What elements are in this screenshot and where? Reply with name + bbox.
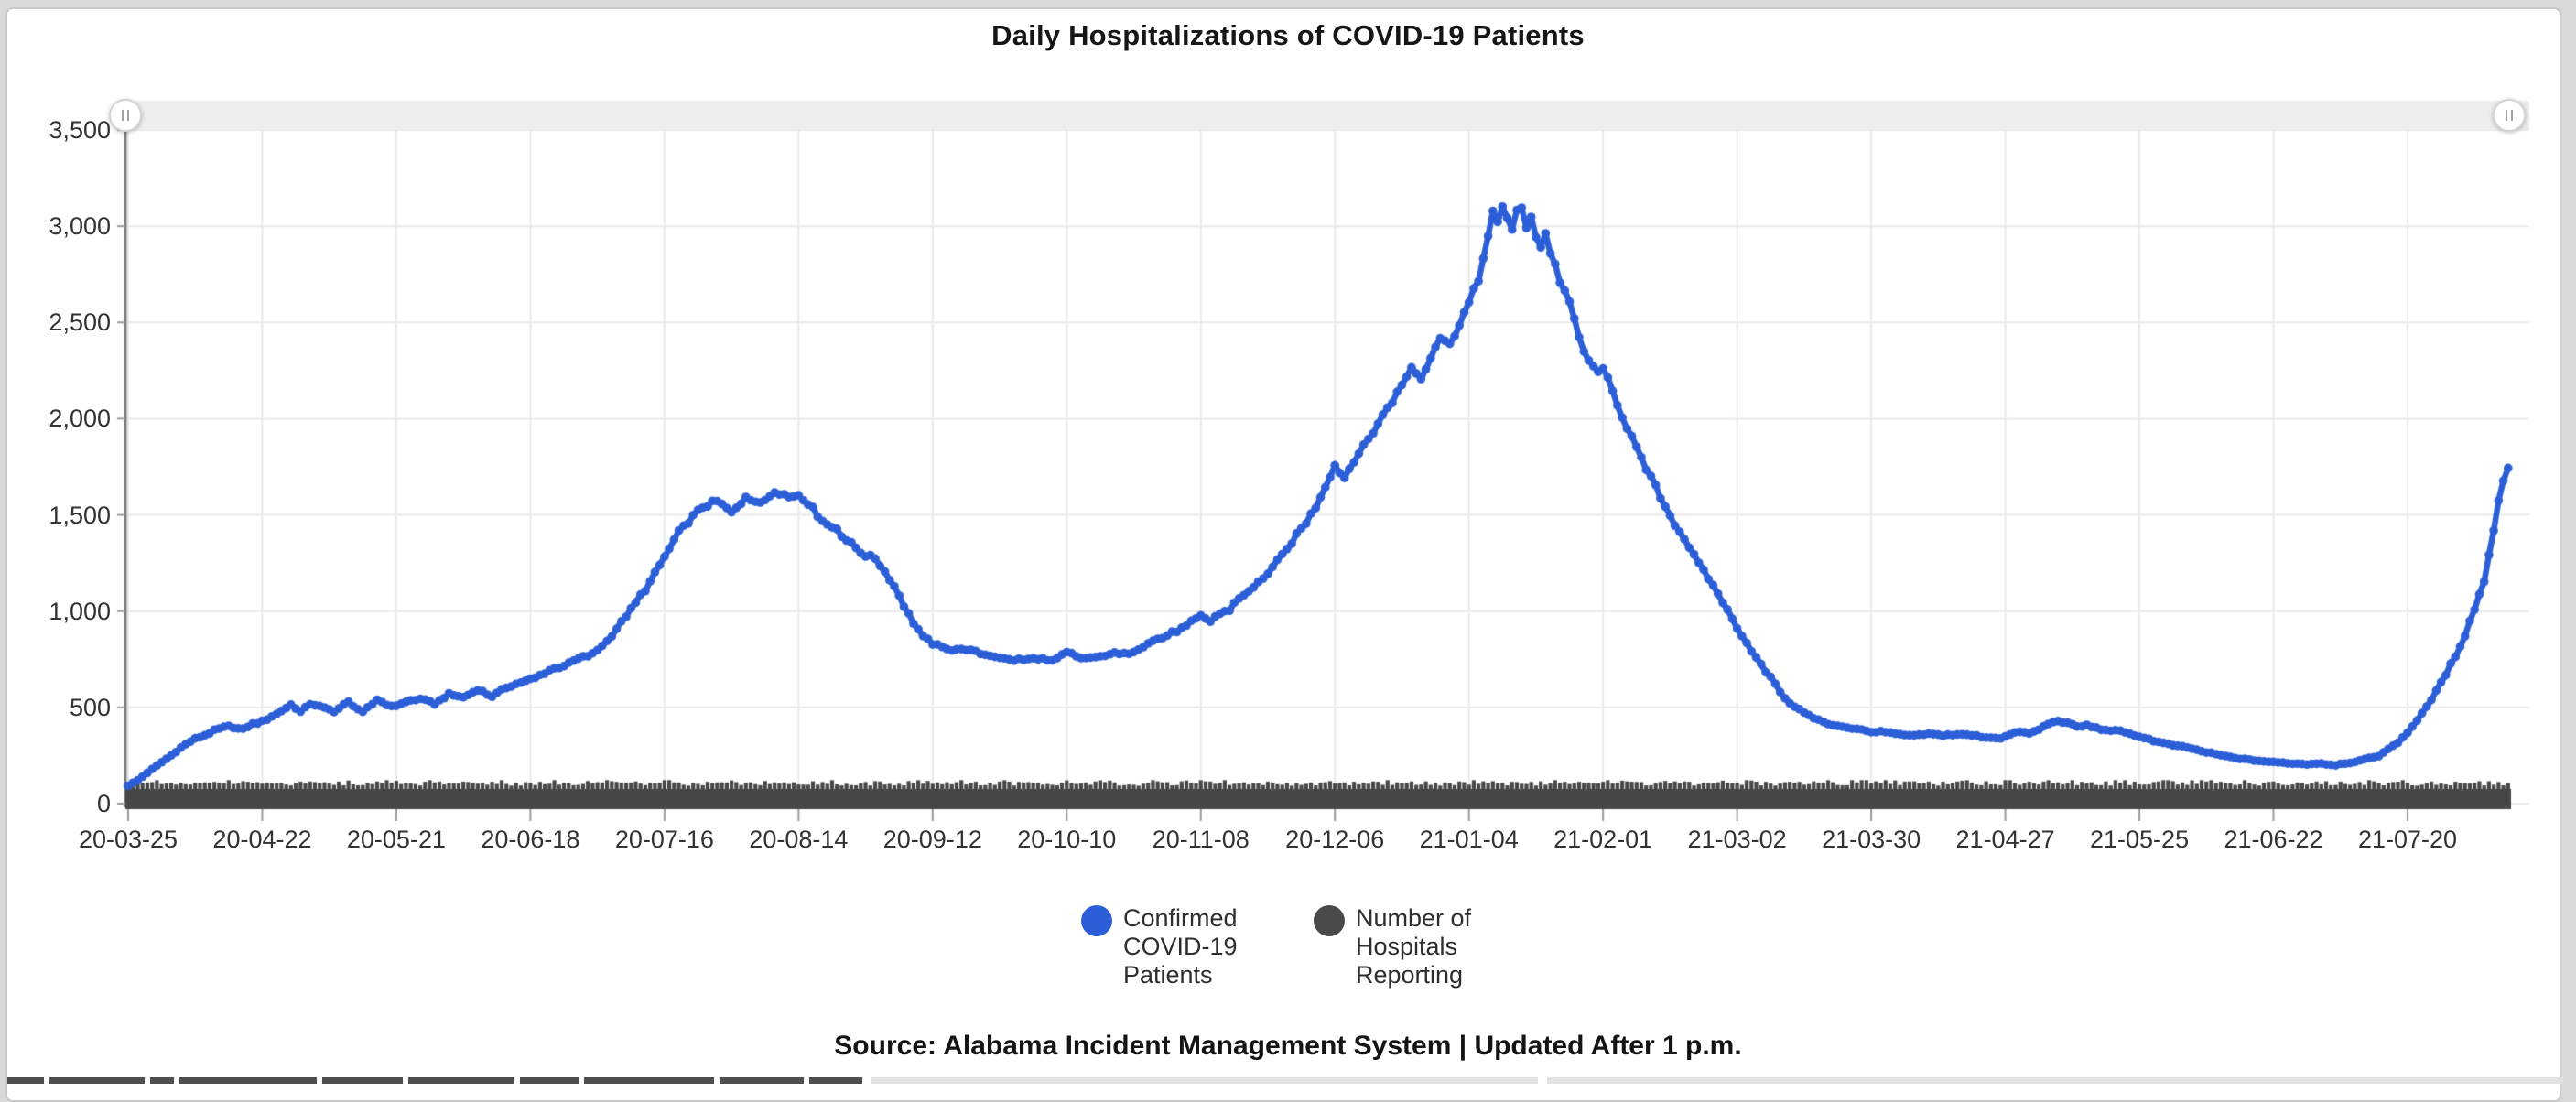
x-axis-label: 20-03-25 [78, 826, 179, 853]
chart-title: Daily Hospitalizations of COVID-19 Patie… [991, 19, 1585, 51]
strip-segment [720, 1077, 804, 1084]
strip-segment [179, 1077, 317, 1084]
y-axis-label: 3,500 [49, 116, 111, 144]
y-axis-label: 1,000 [49, 597, 111, 625]
strip-segment [520, 1077, 579, 1084]
strip-segment [49, 1077, 145, 1084]
strip-segment [809, 1077, 862, 1084]
strip-segment [1547, 1077, 2563, 1084]
x-axis-label: 20-10-10 [1017, 826, 1117, 853]
legend: Confirmed COVID-19 Patients Number of Ho… [0, 904, 2576, 989]
x-axis-label: 21-03-30 [1822, 826, 1921, 853]
y-axis-label: 500 [69, 693, 111, 721]
grip-bar-icon [2511, 110, 2513, 121]
legend-marker-confirmed-icon [1081, 905, 1112, 936]
x-axis-label: 20-08-14 [749, 826, 849, 853]
legend-marker-hospitals-icon [1314, 905, 1345, 936]
x-axis-label: 21-06-22 [2224, 826, 2323, 853]
strip-segment [7, 1077, 44, 1084]
strip-segment [408, 1077, 514, 1084]
x-axis-label: 21-01-04 [1419, 826, 1519, 853]
x-axis-label: 20-11-08 [1152, 826, 1250, 853]
legend-label: Number of Hospitals Reporting [1356, 904, 1472, 989]
x-axis-label: 20-12-06 [1285, 826, 1385, 853]
legend-item-hospitals-reporting[interactable]: Number of Hospitals Reporting [1314, 904, 1495, 989]
legend-label: Confirmed COVID-19 Patients [1123, 904, 1238, 989]
below-fold-content-strip [0, 1077, 2576, 1084]
y-axis-label: 3,000 [49, 212, 111, 241]
scrollbar-left-handle-icon[interactable] [109, 99, 142, 132]
strip-segment [322, 1077, 403, 1084]
grip-bar-icon [127, 110, 129, 121]
y-axis-label: 2,500 [49, 308, 111, 337]
x-axis-label: 21-05-25 [2090, 826, 2190, 853]
y-axis-label: 2,000 [49, 405, 111, 433]
x-axis-label: 21-03-02 [1687, 826, 1787, 853]
grip-bar-icon [2506, 110, 2507, 121]
x-axis-label: 20-09-12 [882, 826, 982, 853]
x-axis-label: 21-04-27 [1955, 826, 2055, 853]
x-axis-label: 21-02-01 [1553, 826, 1653, 853]
source-note: Source: Alabama Incident Management Syst… [834, 1031, 1742, 1061]
x-axis-label: 20-05-21 [346, 826, 446, 853]
x-axis-label: 21-07-20 [2357, 826, 2458, 853]
zoom-scrollbar-track[interactable] [125, 101, 2529, 130]
strip-segment [871, 1077, 1538, 1084]
scrollbar-right-handle-icon[interactable] [2493, 99, 2526, 132]
legend-item-confirmed-patients[interactable]: Confirmed COVID-19 Patients [1081, 904, 1262, 989]
y-axis-label: 0 [96, 790, 111, 817]
grip-bar-icon [122, 110, 124, 121]
x-axis-label: 20-06-18 [481, 826, 580, 853]
y-axis-label: 1,500 [49, 501, 111, 529]
strip-segment [150, 1077, 174, 1084]
strip-segment [584, 1077, 714, 1084]
x-axis-label: 20-07-16 [614, 826, 714, 853]
x-axis-label: 20-04-22 [212, 826, 312, 853]
